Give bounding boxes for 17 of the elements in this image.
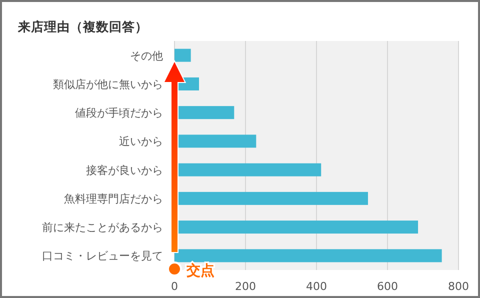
y-tick-label: 前に来たことがあるから [42, 221, 163, 234]
x-tick-label: 400 [306, 280, 327, 293]
bar [174, 48, 191, 62]
y-tick-label: 接客が良いから [86, 164, 163, 177]
annotation: 交点 [186, 262, 214, 279]
y-tick-label: 魚料理専門店だから [64, 192, 163, 206]
y-tick-label: 口コミ・レビューを見て [42, 250, 163, 263]
chart-title: 来店理由（複数回答） [17, 19, 148, 34]
x-tick-label: 800 [448, 280, 469, 293]
bar [174, 249, 442, 262]
x-tick-label: 0 [171, 280, 178, 293]
y-tick-label: 類似店が他に無いから [53, 78, 163, 91]
x-tick-label: 600 [377, 280, 398, 293]
y-tick-label: 近いから [119, 135, 163, 148]
x-tick-label: 200 [235, 280, 256, 293]
y-tick-label: その他 [130, 49, 163, 62]
y-tick-label: 値段が手頃だから [75, 106, 163, 120]
